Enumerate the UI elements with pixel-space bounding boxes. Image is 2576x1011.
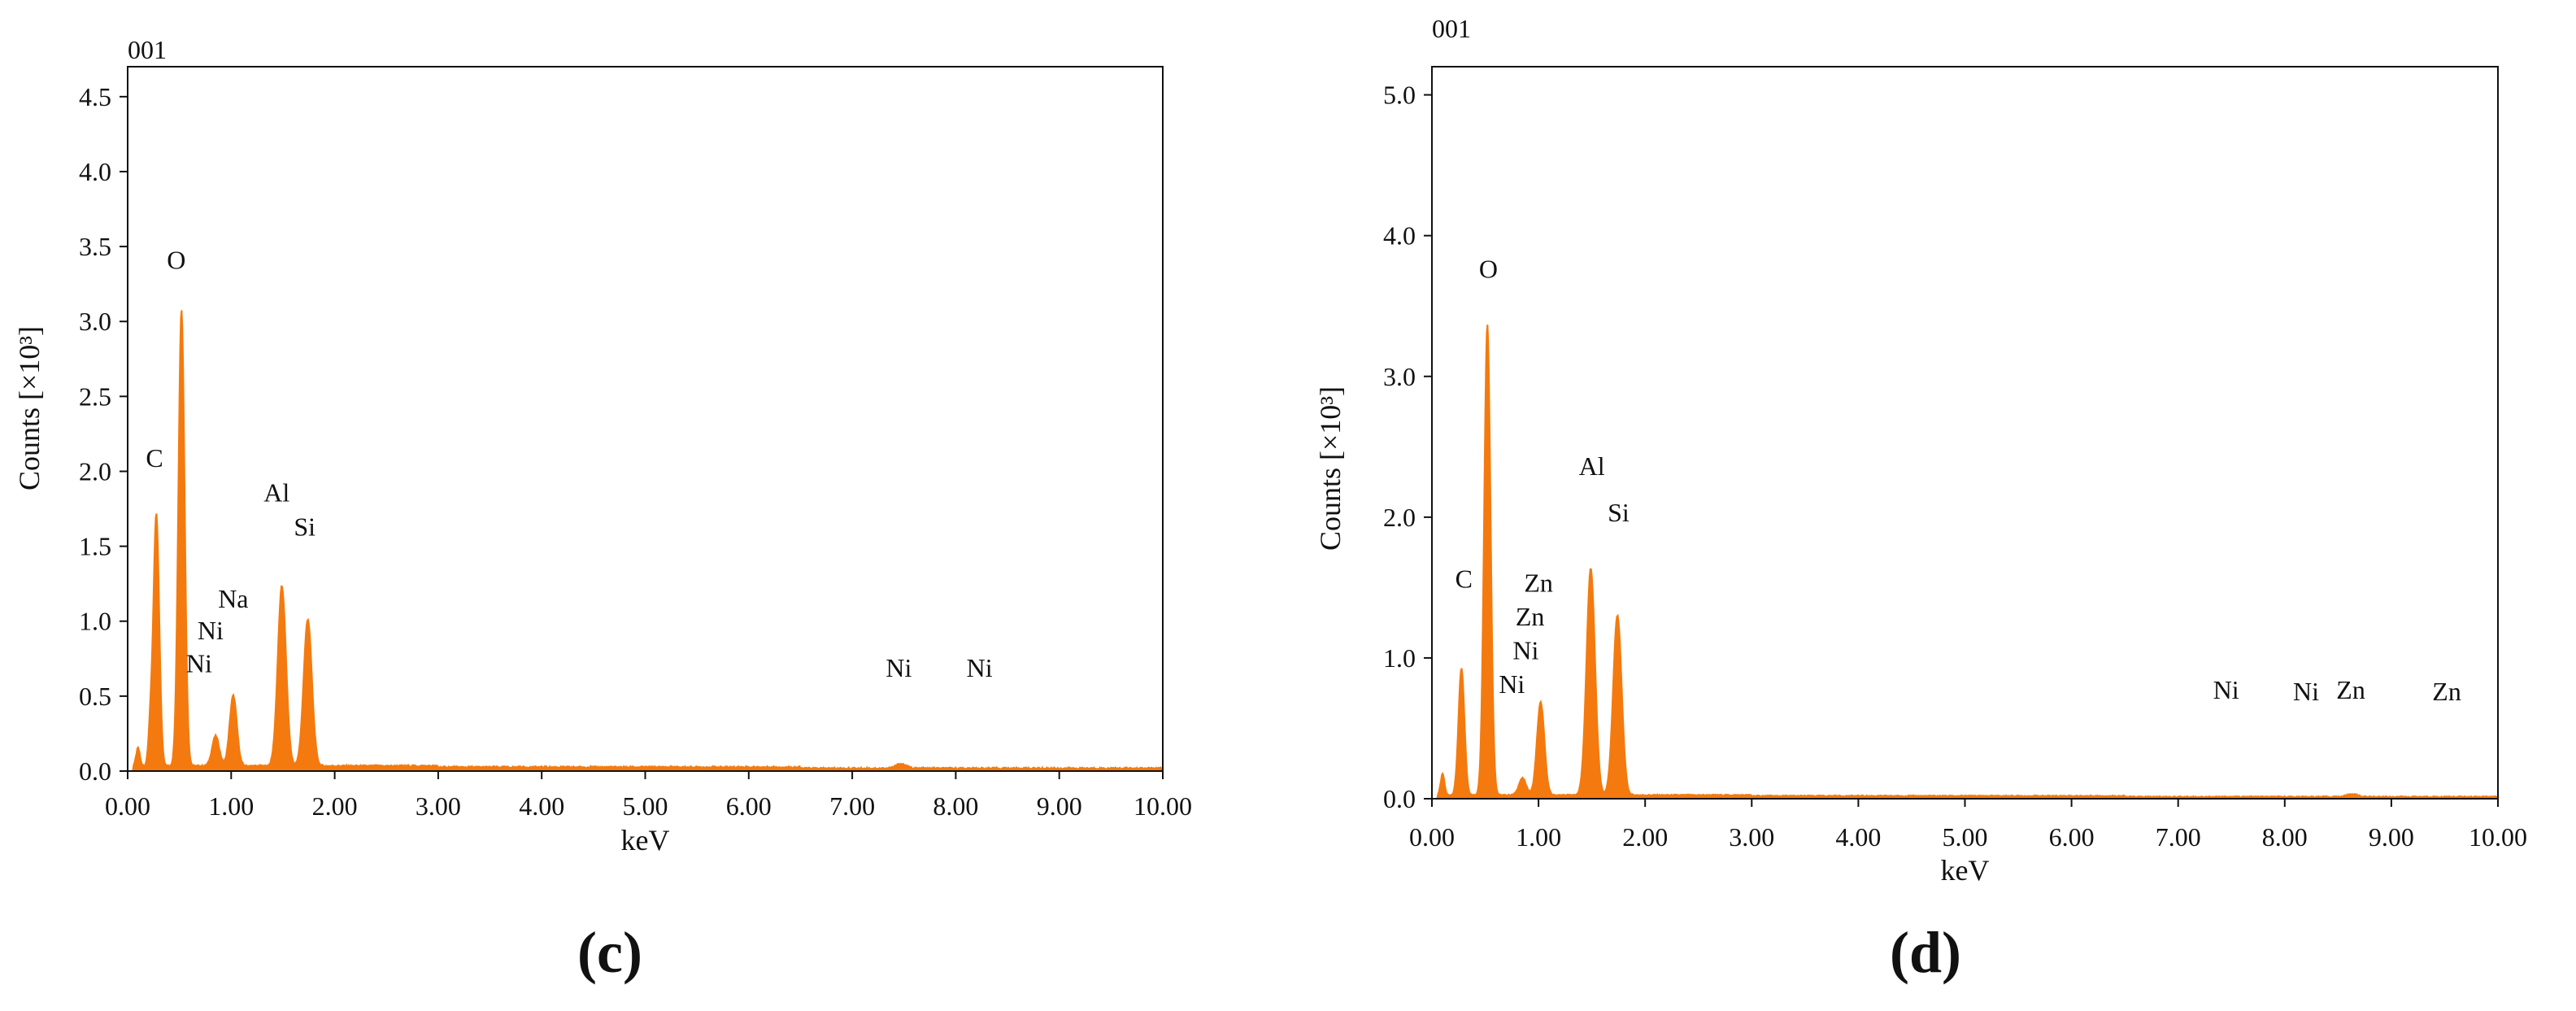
x-tick-label: 4.00 bbox=[519, 791, 564, 821]
sample-id-label: 001 bbox=[128, 35, 167, 64]
element-peak-label: C bbox=[146, 443, 163, 473]
element-peak-label: O bbox=[167, 246, 185, 275]
x-tick-label: 5.00 bbox=[623, 791, 668, 821]
eds-spectrum-panel-c: 0.00 1.00 2.00 3.00 4.00 5.00 6.00 7.00 8.00 9.00… bbox=[13, 35, 1192, 985]
element-peak-label: Ni bbox=[186, 648, 212, 678]
element-peak-label: Si bbox=[294, 512, 315, 542]
y-axis-title: Counts [×10³] bbox=[1314, 386, 1347, 551]
eds-spectrum-chart-d: 0.00 1.00 2.00 3.00 4.00 5.00 6.00 7.00 8.00 9.00… bbox=[1314, 14, 2527, 985]
y-tick-label: 3.0 bbox=[1383, 362, 1416, 391]
x-tick-label: 8.00 bbox=[2262, 822, 2308, 852]
element-peak-label: Ni bbox=[198, 616, 224, 645]
x-tick-label: 6.00 bbox=[2049, 822, 2095, 852]
eds-spectrum-panel-d: 0.00 1.00 2.00 3.00 4.00 5.00 6.00 7.00 8.00 9.00… bbox=[1288, 0, 2576, 1011]
x-tick-label: 7.00 bbox=[2156, 822, 2201, 852]
x-tick-label: 9.00 bbox=[2369, 822, 2414, 852]
element-peak-label: Zn bbox=[2336, 675, 2365, 704]
x-axis-title: keV bbox=[1941, 854, 1990, 887]
element-peak-label: Ni bbox=[1512, 636, 1538, 665]
y-tick-label: 3.0 bbox=[79, 307, 111, 336]
y-tick-label: 1.0 bbox=[79, 607, 111, 636]
y-tick-label: 2.0 bbox=[1383, 503, 1416, 532]
x-tick-label: 3.00 bbox=[1729, 822, 1774, 852]
x-axis-title: keV bbox=[621, 824, 670, 856]
element-peak-label: Ni bbox=[1499, 669, 1525, 699]
element-peak-label: Si bbox=[1608, 498, 1630, 527]
x-tick-label: 2.00 bbox=[1622, 822, 1668, 852]
element-peak-label: Zn bbox=[1524, 569, 1553, 598]
y-tick-label: 1.5 bbox=[79, 532, 111, 561]
element-peak-label: Na bbox=[218, 584, 248, 613]
panel-label: (c) bbox=[577, 920, 642, 985]
element-peak-label: Al bbox=[1579, 451, 1605, 481]
element-peak-label: Ni bbox=[967, 653, 993, 682]
x-tick-label: 10.00 bbox=[2469, 822, 2527, 852]
x-tick-label: 0.00 bbox=[1409, 822, 1455, 852]
element-peak-label: Zn bbox=[2432, 677, 2461, 706]
x-tick-label: 1.00 bbox=[208, 791, 254, 821]
x-tick-label: 10.00 bbox=[1134, 791, 1192, 821]
x-tick-label: 2.00 bbox=[312, 791, 358, 821]
y-tick-label: 0.0 bbox=[1383, 784, 1416, 813]
x-tick-label: 0.00 bbox=[105, 791, 150, 821]
panel-label: (d) bbox=[1890, 920, 1961, 985]
spectrum-area bbox=[128, 310, 1164, 772]
spectrum-area bbox=[1432, 325, 2499, 800]
x-tick-label: 8.00 bbox=[933, 791, 978, 821]
x-tick-label: 7.00 bbox=[829, 791, 875, 821]
x-tick-label: 4.00 bbox=[1835, 822, 1881, 852]
element-peak-label: Al bbox=[263, 477, 289, 507]
element-peak-label: Ni bbox=[2213, 675, 2239, 704]
y-tick-label: 4.0 bbox=[79, 157, 111, 186]
element-peak-label: O bbox=[1479, 255, 1498, 284]
x-tick-label: 6.00 bbox=[726, 791, 772, 821]
y-tick-label: 4.5 bbox=[79, 82, 111, 111]
y-tick-label: 2.0 bbox=[79, 456, 111, 486]
x-tick-label: 1.00 bbox=[1516, 822, 1561, 852]
x-tick-label: 9.00 bbox=[1037, 791, 1082, 821]
y-axis-title: Counts [×10³] bbox=[13, 326, 46, 490]
element-peak-label: Zn bbox=[1516, 602, 1545, 631]
y-tick-label: 5.0 bbox=[1383, 81, 1416, 110]
element-peak-label: Ni bbox=[2293, 677, 2319, 706]
y-tick-label: 0.5 bbox=[79, 682, 111, 711]
x-tick-label: 3.00 bbox=[416, 791, 461, 821]
y-tick-label: 4.0 bbox=[1383, 221, 1416, 251]
y-tick-label: 1.0 bbox=[1383, 643, 1416, 673]
y-tick-label: 0.0 bbox=[79, 756, 111, 786]
sample-id-label: 001 bbox=[1432, 14, 1471, 43]
x-tick-label: 5.00 bbox=[1943, 822, 1988, 852]
y-tick-label: 3.5 bbox=[79, 232, 111, 261]
element-peak-label: Ni bbox=[886, 653, 912, 682]
y-tick-label: 2.5 bbox=[79, 381, 111, 411]
eds-spectrum-chart-c: 0.00 1.00 2.00 3.00 4.00 5.00 6.00 7.00 8.00 9.00… bbox=[13, 35, 1192, 985]
element-peak-label: C bbox=[1456, 564, 1473, 593]
